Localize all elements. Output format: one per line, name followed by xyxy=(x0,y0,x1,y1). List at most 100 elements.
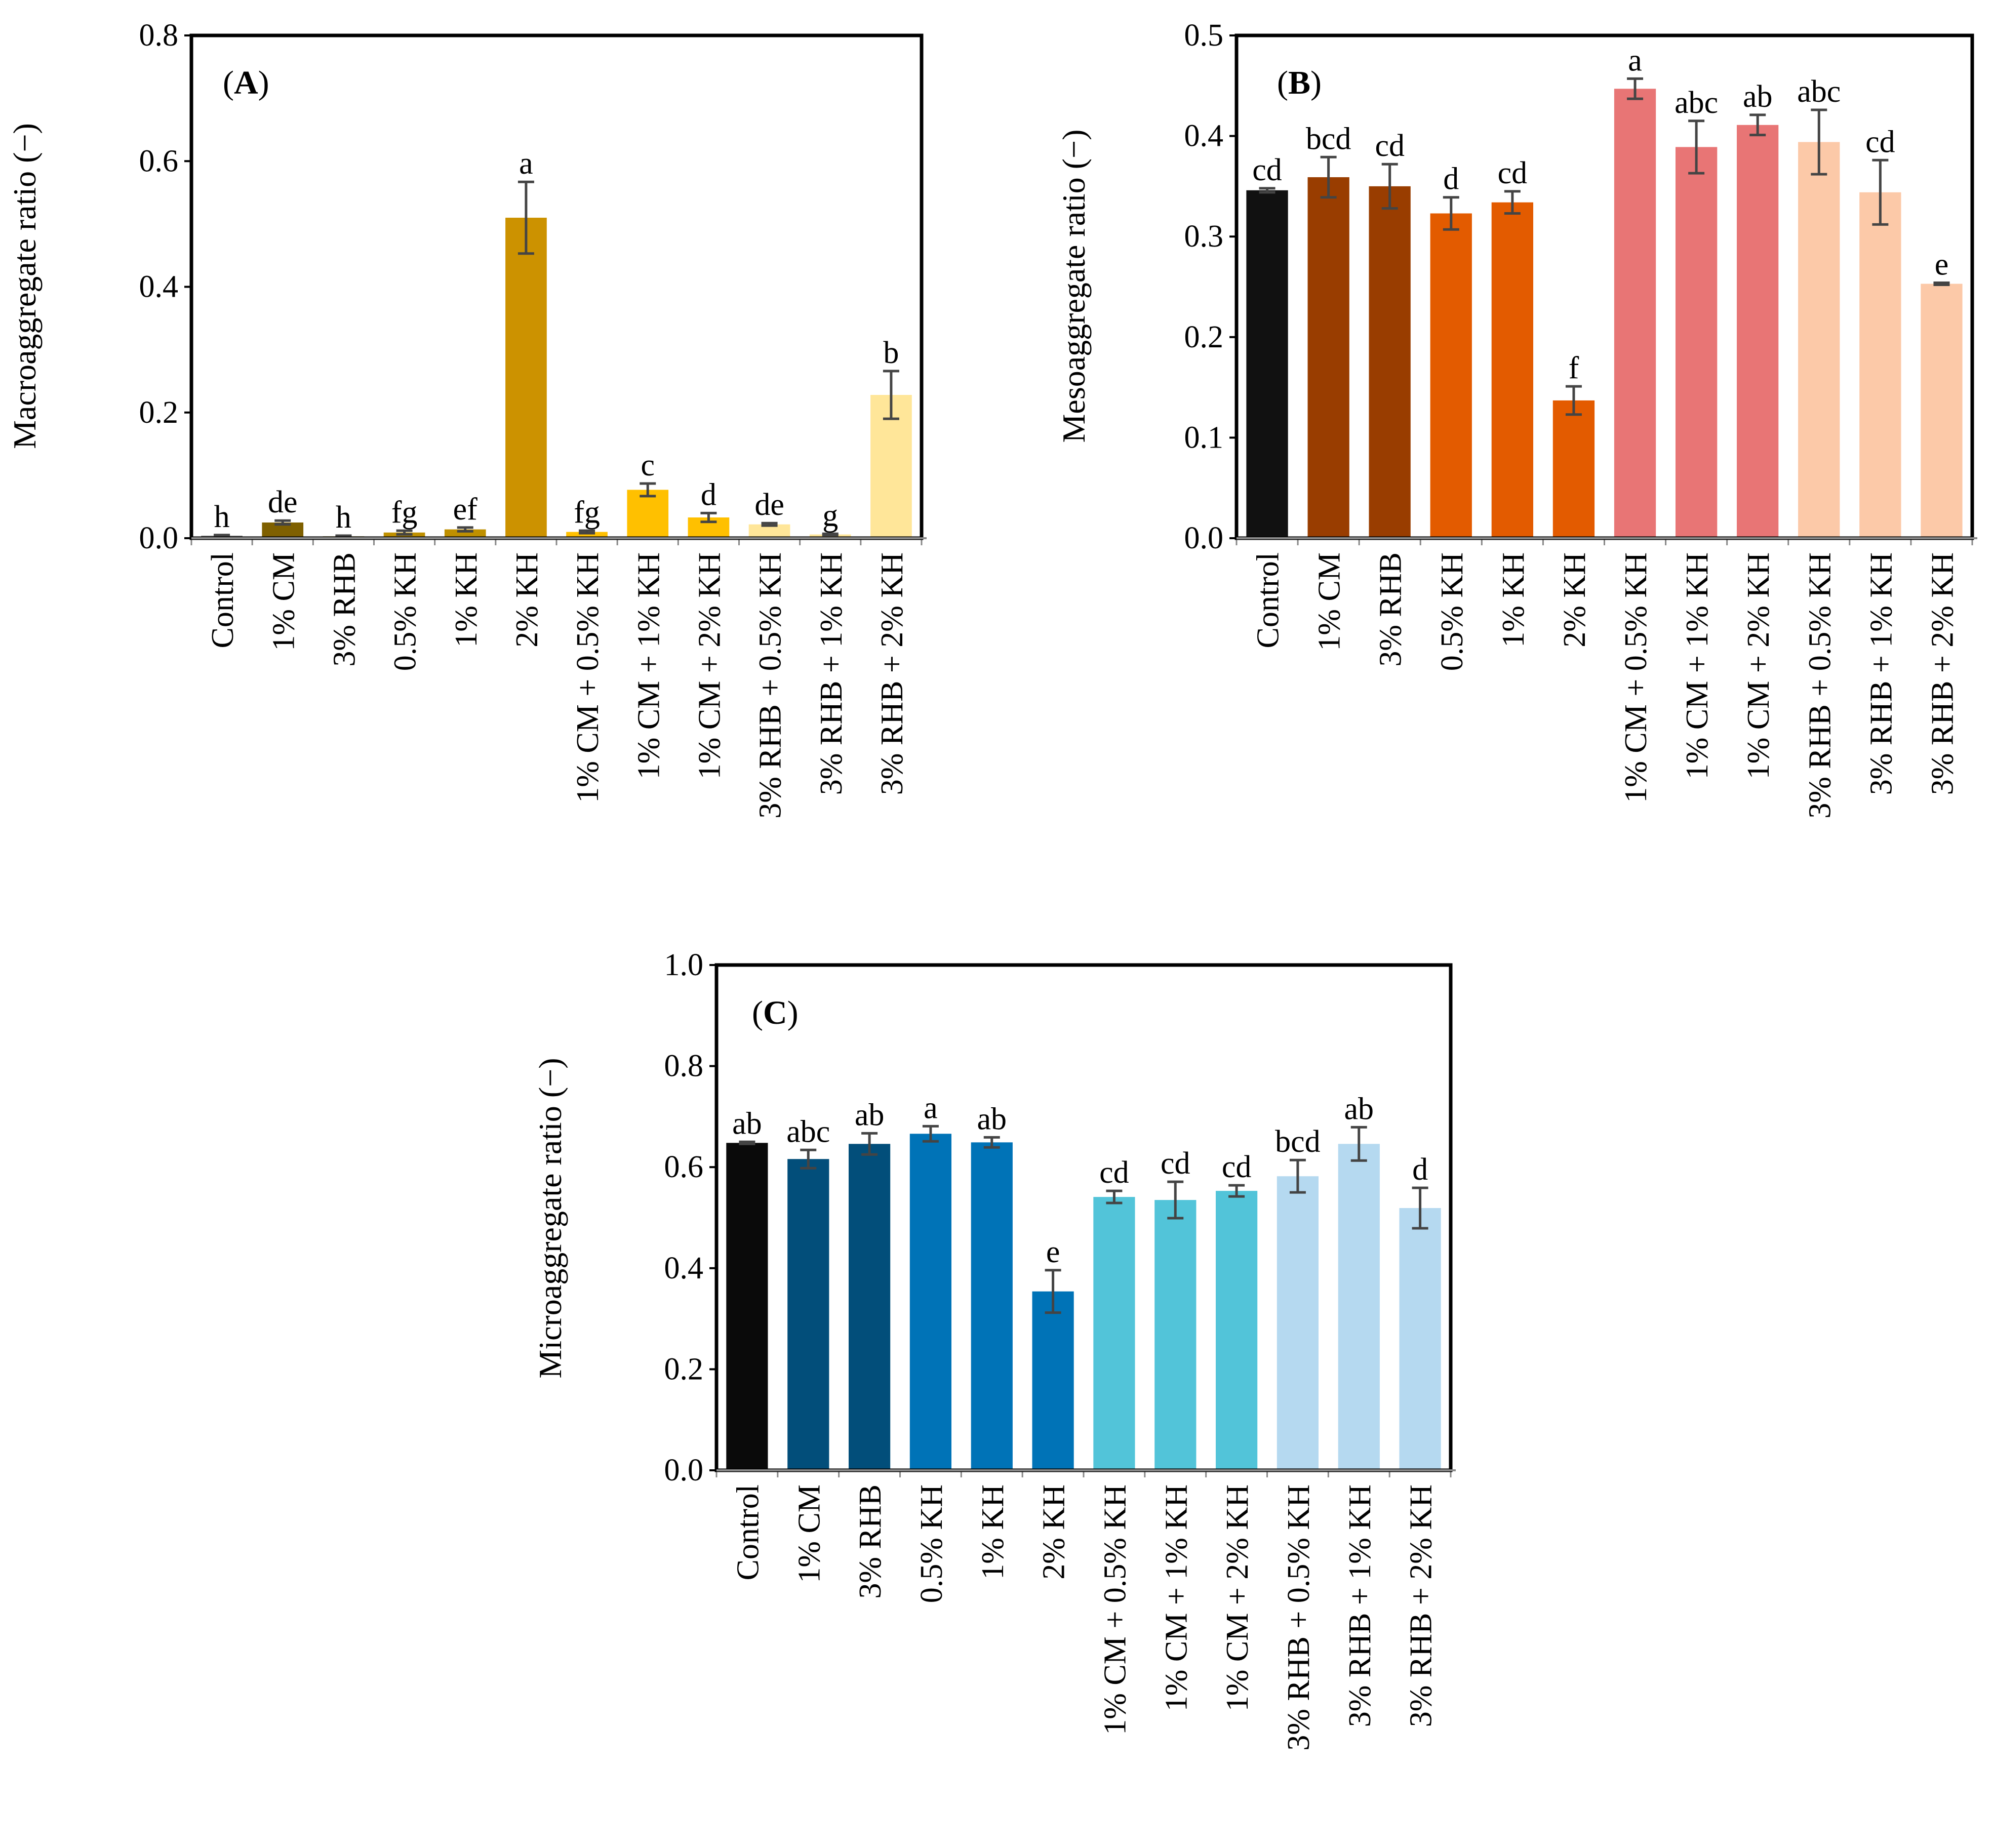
panel-c-y-tick-label-3: 0.4 xyxy=(664,1251,704,1285)
panel-b-y-tick-label-3: 0.2 xyxy=(1184,320,1224,354)
panel-b-significance-letter-5: cd xyxy=(1498,156,1528,190)
panel-a-y-axis-label: Macroaggregate ratio (−) xyxy=(7,123,43,449)
panel-b-category-label-8: 1% CM + 1% KH xyxy=(1680,552,1715,779)
panel-b-significance-letter-4: d xyxy=(1443,162,1459,196)
panel-a-bar-6 xyxy=(505,218,547,538)
panel-a-significance-letter-7: fg xyxy=(574,495,600,530)
panel-c-category-label-11: 3% RHB + 1% KH xyxy=(1343,1484,1377,1727)
panel-a-significance-letter-8: c xyxy=(641,448,655,483)
panel-a-category-label-12: 3% RHB + 2% KH xyxy=(875,552,909,795)
panel-b-category-label-10: 3% RHB + 0.5% KH xyxy=(1803,552,1837,819)
panel-c-significance-letter-7: cd xyxy=(1099,1155,1129,1190)
panel-b-category-label-9: 1% CM + 2% KH xyxy=(1741,552,1776,779)
panel-a-significance-letter-4: fg xyxy=(391,495,418,530)
panel-b-y-tick-label-1: 0.0 xyxy=(1184,521,1224,555)
panel-c-category-label-8: 1% CM + 1% KH xyxy=(1159,1484,1193,1711)
panel-a-y-tick-label-4: 0.6 xyxy=(139,144,179,178)
panel-a-category-label-7: 1% CM + 0.5% KH xyxy=(571,552,605,803)
panel-a-significance-letter-3: h xyxy=(336,500,351,535)
panel-a-y-tick-label-5: 0.8 xyxy=(139,18,179,53)
panel-a-label: (A) xyxy=(223,64,269,101)
panel-b-bar-8 xyxy=(1676,147,1718,538)
panel-a-significance-letter-1: h xyxy=(214,500,230,534)
panel-a-category-label-8: 1% CM + 1% KH xyxy=(631,552,666,779)
panel-b-category-label-6: 2% KH xyxy=(1558,552,1592,648)
panel-c-bar-8 xyxy=(1154,1200,1197,1470)
panel-a-significance-letter-11: g xyxy=(822,498,838,533)
panel-b-bar-7 xyxy=(1614,89,1656,539)
panel-a: Macroaggregate ratio (−) (A) h Control de 1… xyxy=(7,18,927,819)
panel-b-significance-letter-3: cd xyxy=(1375,129,1405,163)
panel-c-significance-letter-3: ab xyxy=(855,1098,885,1132)
panel-c-significance-letter-2: abc xyxy=(786,1114,830,1149)
panel-a-category-label-3: 3% RHB xyxy=(327,552,362,667)
panel-c-bar-1 xyxy=(726,1143,768,1470)
panel-b-bar-5 xyxy=(1491,202,1533,538)
panel-b-bar-4 xyxy=(1430,213,1472,538)
panel-c-y-axis-label: Microaggregate ratio (−) xyxy=(532,1058,568,1378)
panel-b-y-tick-label-2: 0.1 xyxy=(1184,420,1224,455)
panel-c-bar-11 xyxy=(1338,1144,1380,1470)
panel-a-bar-5 xyxy=(444,529,486,538)
panel-a-significance-letter-5: ef xyxy=(453,492,478,527)
panel-b: Mesoaggregate ratio (−) (B) cd Control bcd… xyxy=(1056,18,1977,819)
panel-b-bar-3 xyxy=(1369,186,1411,538)
panel-b-category-label-2: 1% CM xyxy=(1312,552,1347,651)
panel-b-significance-letter-7: a xyxy=(1628,43,1642,77)
panel-c: Microaggregate ratio (−) (C) abControlab… xyxy=(532,948,1456,1751)
panel-c-bar-6 xyxy=(1032,1291,1074,1470)
panel-a-significance-letter-12: b xyxy=(883,336,899,370)
panel-b-y-tick-label-5: 0.4 xyxy=(1184,119,1224,153)
panel-a-category-label-4: 0.5% KH xyxy=(388,552,423,671)
panel-a-category-label-11: 3% RHB + 1% KH xyxy=(814,552,849,795)
panel-b-label: (B) xyxy=(1277,64,1322,101)
panel-c-significance-letter-9: cd xyxy=(1222,1150,1252,1184)
panel-b-significance-letter-11: cd xyxy=(1865,125,1895,159)
panel-c-significance-letter-10: bcd xyxy=(1275,1124,1321,1159)
panel-c-bar-10 xyxy=(1277,1176,1319,1470)
panel-c-category-label-3: 3% RHB xyxy=(853,1484,888,1599)
panel-b-bar-10 xyxy=(1798,142,1840,538)
panel-c-significance-letter-1: ab xyxy=(732,1106,762,1141)
panel-b-bar-1 xyxy=(1246,190,1288,538)
panel-b-y-tick-label-6: 0.5 xyxy=(1184,18,1224,53)
panel-b-bar-11 xyxy=(1859,192,1901,538)
panel-c-y-tick-label-5: 0.8 xyxy=(664,1049,704,1083)
panel-c-bar-2 xyxy=(787,1159,829,1470)
panel-b-category-label-5: 1% KH xyxy=(1496,552,1531,648)
panel-b-bar-12 xyxy=(1921,284,1963,538)
panel-c-significance-letter-6: e xyxy=(1046,1235,1060,1269)
panel-c-label: (C) xyxy=(752,994,799,1031)
panel-a-bar-11 xyxy=(809,534,851,538)
panel-c-category-label-1: Control xyxy=(731,1484,765,1580)
panel-a-y-tick-label-2: 0.2 xyxy=(139,395,179,430)
panel-b-bar-2 xyxy=(1307,177,1349,538)
panel-c-bar-12 xyxy=(1399,1208,1441,1470)
panel-c-category-label-6: 2% KH xyxy=(1037,1484,1071,1580)
panel-a-significance-letter-9: d xyxy=(701,477,716,512)
panel-b-significance-letter-6: f xyxy=(1569,351,1579,385)
panel-a-category-label-2: 1% CM xyxy=(266,552,301,651)
panel-c-category-label-12: 3% RHB + 2% KH xyxy=(1404,1484,1439,1727)
panel-c-bar-9 xyxy=(1216,1191,1258,1470)
panel-b-significance-letter-10: abc xyxy=(1797,74,1841,109)
panel-b-significance-letter-8: abc xyxy=(1675,86,1718,120)
panel-b-y-tick-label-4: 0.3 xyxy=(1184,219,1224,254)
panel-b-y-axis-label: Mesoaggregate ratio (−) xyxy=(1056,130,1092,443)
panel-c-significance-letter-4: a xyxy=(924,1091,938,1125)
panel-c-y-tick-label-1: 0.0 xyxy=(664,1453,704,1488)
panel-a-category-label-10: 3% RHB + 0.5% KH xyxy=(753,552,788,819)
panel-a-significance-letter-2: de xyxy=(268,485,298,519)
panel-c-y-tick-label-6: 1.0 xyxy=(664,948,704,982)
panel-a-bar-8 xyxy=(627,490,669,538)
panel-b-category-label-4: 0.5% KH xyxy=(1435,552,1469,671)
panel-a-significance-letter-6: a xyxy=(519,146,533,181)
panel-b-significance-letter-12: e xyxy=(1935,248,1949,282)
panel-c-bar-4 xyxy=(909,1134,951,1470)
panel-a-category-label-9: 1% CM + 2% KH xyxy=(692,552,727,779)
panel-b-category-label-1: Control xyxy=(1251,552,1286,648)
panel-c-significance-letter-5: ab xyxy=(977,1102,1007,1136)
panel-a-significance-letter-10: de xyxy=(754,488,784,522)
panel-c-category-label-4: 0.5% KH xyxy=(914,1484,949,1603)
